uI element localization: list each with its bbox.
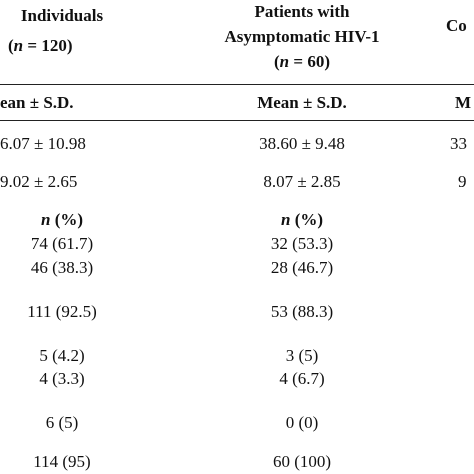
col1-header: Individuals bbox=[20, 6, 104, 25]
col2-header-line1: Patients with bbox=[254, 2, 350, 21]
row9-col2: 60 (100) bbox=[272, 452, 332, 471]
row2-col1: 9.02 ± 2.65 bbox=[0, 172, 78, 191]
col1-n-value: = 120) bbox=[23, 36, 73, 55]
col1-n-label: n bbox=[13, 36, 24, 55]
row7-col1: 4 (3.3) bbox=[39, 369, 85, 388]
col1-subheader: ean ± S.D. bbox=[0, 93, 74, 112]
subheader-rule bbox=[0, 120, 474, 121]
row4-col1: 46 (38.3) bbox=[30, 258, 94, 277]
row9-col1: 114 (95) bbox=[33, 452, 91, 471]
col2-percent-header: n (%) bbox=[281, 210, 323, 230]
row6-col2: 3 (5) bbox=[285, 346, 319, 365]
row7-col2: 4 (6.7) bbox=[279, 369, 325, 388]
col2-pct-n: n bbox=[280, 210, 291, 229]
col3-subheader: M bbox=[455, 93, 472, 112]
col1-percent-header: n (%) bbox=[41, 210, 83, 230]
row3-col1: 74 (61.7) bbox=[30, 234, 94, 253]
col3-header-partial: Co bbox=[446, 16, 467, 35]
col1-pct-label: (%) bbox=[50, 210, 84, 229]
col2-pct-label: (%) bbox=[290, 210, 324, 229]
row6-col1: 5 (4.2) bbox=[39, 346, 85, 365]
row8-col1: 6 (5) bbox=[45, 413, 79, 432]
row5-col2: 53 (88.3) bbox=[270, 302, 334, 321]
row1-col3: 33 bbox=[450, 134, 467, 153]
row1-col1: 6.07 ± 10.98 bbox=[0, 134, 86, 153]
row5-col1: 111 (92.5) bbox=[27, 302, 97, 321]
row3-col2: 32 (53.3) bbox=[270, 234, 334, 253]
col2-n-label: n bbox=[279, 52, 290, 71]
row1-col2: 38.60 ± 9.48 bbox=[259, 134, 345, 153]
row8-col2: 0 (0) bbox=[285, 413, 319, 432]
col2-subheader: Mean ± S.D. bbox=[257, 93, 347, 112]
header-rule bbox=[0, 84, 474, 85]
row2-col3: 9 bbox=[458, 172, 467, 191]
row4-col2: 28 (46.7) bbox=[270, 258, 334, 277]
col1-n: (n = 120) bbox=[8, 36, 73, 55]
row2-col2: 8.07 ± 2.85 bbox=[263, 172, 341, 191]
col2-n: (n = 60) bbox=[274, 52, 330, 71]
col2-header-line2: Asymptomatic HIV-1 bbox=[224, 27, 380, 46]
col1-pct-n: n bbox=[40, 210, 51, 229]
col2-n-value: = 60) bbox=[289, 52, 330, 71]
